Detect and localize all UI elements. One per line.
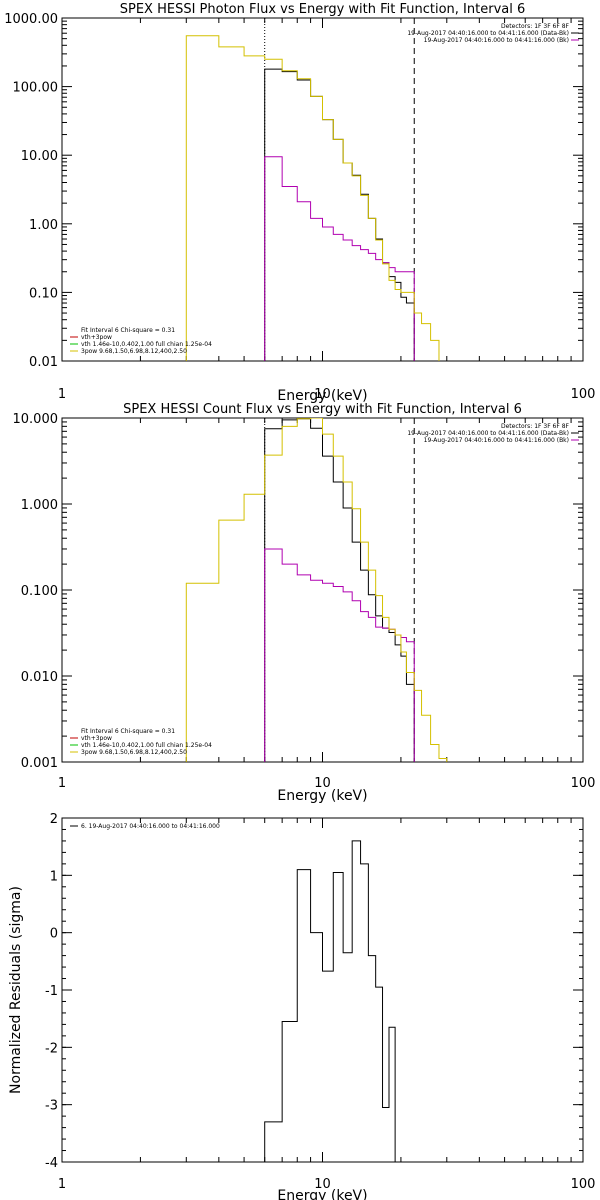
y-tick-label: 2 xyxy=(50,812,58,827)
y-tick-label: 1000.00 xyxy=(4,12,58,27)
y-tick-label: 0.010 xyxy=(21,670,58,685)
legend-entry: 19-Aug-2017 04:40:16.000 to 04:41:16.000… xyxy=(407,430,569,437)
y-tick-label: -4 xyxy=(45,1156,58,1171)
plot-frame xyxy=(61,417,584,763)
legend-entry: 3pow 9.68,1.50,6.98,8.12,400,2.50 xyxy=(81,749,187,756)
legend-entry: Detectors: 1F 3F 6F 8F xyxy=(501,423,570,430)
x-tick-label: 10 xyxy=(314,1177,331,1192)
series-residuals xyxy=(264,840,396,1162)
x-tick-label: 100 xyxy=(571,387,596,402)
y-tick-label: -1 xyxy=(45,984,58,999)
series-group xyxy=(264,840,396,1162)
y-tick-label: 0.01 xyxy=(29,355,58,370)
series-data-bk xyxy=(264,418,415,762)
legend-entry: vth 1.46e-10,0.402,1.00 full chian 1.25e… xyxy=(81,341,212,348)
y-tick-label: 1.00 xyxy=(29,218,58,233)
plot-frame xyxy=(61,817,584,1163)
panel-1: SPEX HESSI Photon Flux vs Energy with Fi… xyxy=(4,2,595,404)
series-data-bk xyxy=(264,68,415,361)
series-vth-3pow xyxy=(185,35,440,361)
chart-title: SPEX HESSI Count Flux vs Energy with Fit… xyxy=(123,402,522,417)
y-tick-label: 1 xyxy=(50,869,58,884)
legend_left: Fit Interval 6 Chi-square = 0.31vth+3pow… xyxy=(70,728,212,756)
legend_left: Fit Interval 6 Chi-square = 0.31vth+3pow… xyxy=(70,327,212,355)
legend-entry: vth+3pow xyxy=(81,735,112,742)
y-axis-title: Normalized Residuals (sigma) xyxy=(8,886,24,1094)
x-axis-title: Energy (keV) xyxy=(277,388,367,404)
x-tick-label: 10 xyxy=(314,387,331,402)
y-tick-label: 10.00 xyxy=(21,149,58,164)
legend-entry: vth 1.46e-10,0.402,1.00 full chian 1.25e… xyxy=(81,742,212,749)
legend-entry: Fit Interval 6 Chi-square = 0.31 xyxy=(81,728,175,735)
legend-entry: 19-Aug-2017 04:40:16.000 to 04:41:16.000… xyxy=(407,30,569,37)
legend-entry: vth+3pow xyxy=(81,334,112,341)
y-tick-label: 0.10 xyxy=(29,286,58,301)
series-group xyxy=(185,35,440,361)
legend_left: 6. 19-Aug-2017 04:40:16.000 to 04:41:16.… xyxy=(70,823,220,830)
panel-3: 1 10 100 -4 -3 -2 -1 0 1 2 Energy (keV) Normalized … xyxy=(8,812,595,1200)
y-tick-label: 0 xyxy=(50,927,58,942)
chart-title: SPEX HESSI Photon Flux vs Energy with Fi… xyxy=(120,2,526,17)
x-axis-title: Energy (keV) xyxy=(277,788,367,804)
series-group xyxy=(185,418,448,762)
series-vth-3pow xyxy=(185,418,448,762)
plot-frame xyxy=(61,17,584,362)
legend-entry: Detectors: 1F 3F 6F 8F xyxy=(501,23,570,30)
y-tick-label: 1.000 xyxy=(21,498,58,513)
legend-entry: 19-Aug-2017 04:40:16.000 to 04:41:16.000… xyxy=(424,37,569,44)
y-tick-label: 0.001 xyxy=(21,756,58,771)
x-axis-title: Energy (keV) xyxy=(277,1188,367,1200)
series-bk xyxy=(264,548,415,762)
x-tick-label: 10 xyxy=(314,776,331,791)
x-tick-label: 100 xyxy=(571,1177,596,1192)
y-tick-label: 0.100 xyxy=(21,584,58,599)
legend-entry: 6. 19-Aug-2017 04:40:16.000 to 04:41:16.… xyxy=(81,823,220,830)
series-bk xyxy=(264,156,415,361)
x-tick-label: 100 xyxy=(571,776,596,791)
y-tick-label: 100.00 xyxy=(13,81,59,96)
x-tick-label: 1 xyxy=(58,776,66,791)
y-tick-label: -3 xyxy=(45,1099,58,1114)
legend-entry: Fit Interval 6 Chi-square = 0.31 xyxy=(81,327,175,334)
panel-2: SPEX HESSI Count Flux vs Energy with Fit… xyxy=(13,402,596,804)
x-tick-label: 1 xyxy=(58,1177,66,1192)
legend-entry: 19-Aug-2017 04:40:16.000 to 04:41:16.000… xyxy=(424,437,569,444)
legend-entry: 3pow 9.68,1.50,6.98,8.12,400,2.50 xyxy=(81,348,187,355)
x-tick-label: 1 xyxy=(58,387,66,402)
y-tick-label: 10.000 xyxy=(13,412,59,427)
y-tick-label: -2 xyxy=(45,1041,58,1056)
